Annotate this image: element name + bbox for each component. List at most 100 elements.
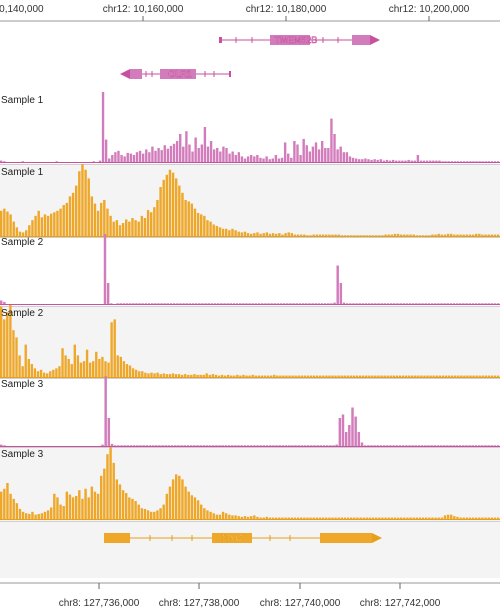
coverage-bar (136, 445, 139, 446)
coverage-bar (157, 148, 160, 162)
coverage-bar (100, 202, 103, 236)
coverage-bar (168, 374, 172, 377)
coverage-bar (151, 445, 155, 446)
coverage-bar (132, 303, 135, 304)
coverage-bar (234, 515, 237, 519)
gene-olr1[interactable]: OLR1 (120, 69, 231, 79)
coverage-bar (96, 493, 100, 519)
coverage-bar (481, 161, 484, 162)
coverage-bar (409, 234, 412, 236)
coverage-bar (143, 508, 147, 519)
coverage-track-chr8-sample-3 (0, 447, 500, 520)
coverage-bar (113, 445, 117, 446)
coverage-bar (296, 144, 299, 162)
coverage-bar (204, 303, 207, 304)
coverage-bar (342, 302, 346, 304)
coverage-bar (250, 445, 253, 446)
coverage-bar (37, 513, 40, 519)
coverage-bar (321, 234, 325, 236)
coverage-bar (334, 375, 337, 377)
coverage-bar (403, 517, 406, 519)
gene-myc[interactable]: MYC (104, 533, 382, 543)
coverage-bar (185, 131, 188, 162)
coverage-bar (87, 497, 90, 519)
coverage-bar (177, 445, 180, 446)
coverage-bar (475, 161, 478, 162)
coverage-bar (287, 445, 291, 446)
coverage-bar (165, 374, 169, 377)
coverage-bar (223, 375, 227, 377)
coverage-bar (387, 234, 390, 236)
coverage-bar (187, 374, 190, 377)
coverage-bar (452, 303, 456, 304)
coverage-bar (109, 447, 112, 519)
coverage-bar (191, 303, 195, 304)
coverage-bar (90, 196, 94, 236)
coverage-bar (303, 375, 307, 377)
coverage-bar (259, 445, 262, 446)
coverage-bar (171, 172, 175, 236)
coverage-bar (129, 445, 133, 446)
coverage-bar (487, 161, 491, 162)
coverage-bar (440, 517, 444, 519)
coverage-bar (315, 375, 319, 377)
coverage-bar (202, 374, 205, 377)
coverage-bar (312, 517, 315, 519)
coverage-bar (106, 454, 109, 519)
coverage-bar (362, 235, 365, 236)
coverage-bar (182, 303, 185, 304)
coverage-bar (279, 375, 282, 377)
coverage-bar (359, 235, 362, 236)
coverage-bar (398, 375, 402, 377)
coverage-bar (275, 445, 278, 446)
coverage-bar (193, 497, 197, 519)
coverage-bar (437, 233, 440, 236)
coverage-bar (477, 303, 481, 304)
coverage-bar (355, 375, 359, 377)
coverage-bar (174, 374, 178, 377)
coverage-bar (62, 205, 65, 236)
coverage-bar (346, 517, 350, 519)
coverage-bar (392, 445, 395, 446)
coverage-bar (21, 511, 25, 519)
coverage-bar (395, 375, 399, 377)
coverage-bar (315, 234, 319, 236)
coverage-bar (85, 349, 89, 377)
coverage-bar (325, 517, 328, 519)
coverage-bar (228, 230, 231, 236)
coverage-bar (457, 375, 460, 377)
coverage-bar (27, 359, 30, 377)
coverage-bar (382, 445, 386, 446)
coverage-bar (411, 303, 415, 304)
gene-tmem52b[interactable]: TMEM52B (219, 35, 380, 45)
bottom-axis: chr8: 127,736,000 chr8: 127,738,000 chr8… (0, 582, 500, 609)
coverage-bar (421, 235, 425, 236)
coverage-bar (343, 517, 347, 519)
coverage-bar (212, 224, 215, 236)
coverage-bar (106, 283, 110, 304)
track-label-sample-2: Sample 2 (1, 237, 44, 248)
gene-track-top: TMEM52B OLR1 (120, 35, 380, 79)
coverage-bar (18, 355, 21, 377)
coverage-bar (328, 517, 331, 519)
coverage-bar (487, 445, 490, 446)
coverage-bar (465, 445, 468, 446)
coverage-bar (242, 303, 245, 304)
coverage-bar (46, 510, 50, 519)
coverage-bar (376, 159, 379, 162)
coverage-bar (193, 208, 197, 236)
coverage-bar (367, 445, 370, 446)
coverage-bar (181, 192, 184, 236)
coverage-bar (427, 445, 430, 446)
coverage-bar (104, 361, 107, 377)
coverage-bar (496, 303, 500, 304)
coverage-bar (434, 234, 437, 236)
coverage-bar (226, 374, 230, 377)
coverage-bar (424, 445, 427, 446)
coverage-bar (123, 156, 126, 162)
coverage-bar (212, 513, 215, 519)
coverage-bar (469, 375, 472, 377)
coverage-bar (3, 445, 6, 446)
coverage-bar (346, 235, 350, 236)
coverage-bar (303, 445, 307, 446)
